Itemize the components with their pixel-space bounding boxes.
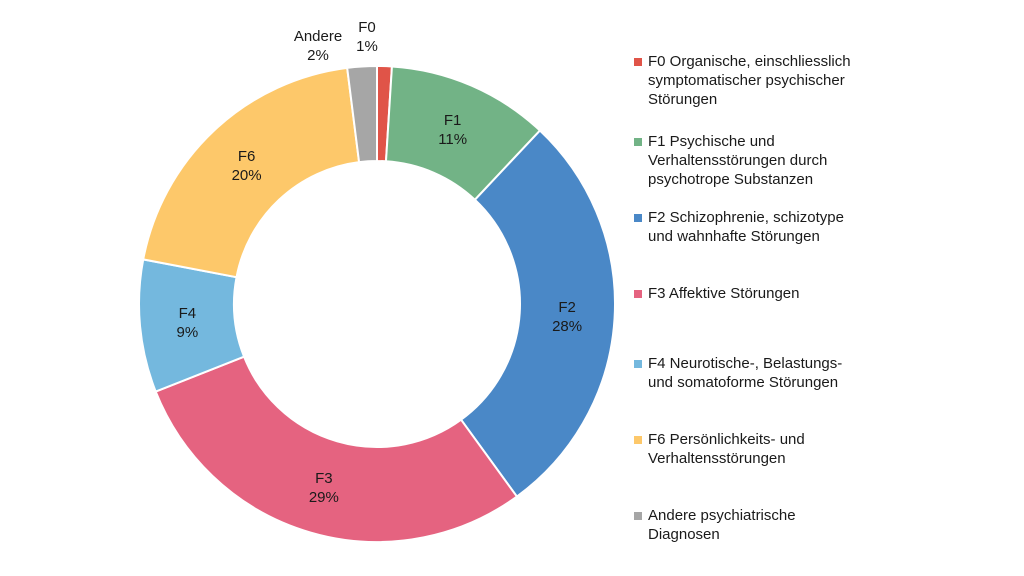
legend-swatch-f1: [634, 138, 642, 146]
donut-chart: F0 1% F1 11% F2 28% F3 29% F4 9% F6 20% Andere 2% F0 …: [0, 0, 1024, 576]
legend-swatch-f0: [634, 58, 642, 66]
legend-text-line: F3 Affektive Störungen: [648, 285, 800, 302]
legend-text-line: symptomatischer psychischer: [648, 72, 845, 89]
legend-text-line: und somatoforme Störungen: [648, 374, 838, 391]
legend-swatch-f6: [634, 436, 642, 444]
legend-text-line: F0 Organische, einschliesslich: [648, 53, 851, 70]
legend-text-line: Verhaltensstörungen: [648, 450, 786, 467]
legend-item-f0: F0 Organische, einschliesslich symptomati…: [634, 52, 894, 109]
slice-f3: [156, 357, 517, 542]
legend-text-line: Andere psychiatrische: [648, 507, 796, 524]
slice-label-andere: Andere 2%: [294, 28, 342, 64]
legend-text-line: F6 Persönlichkeits- und: [648, 431, 805, 448]
legend-swatch-andere: [634, 512, 642, 520]
slice-label-f0: F0 1%: [356, 19, 378, 55]
legend-swatch-f2: [634, 214, 642, 222]
legend-item-andere: Andere psychiatrische Diagnosen: [634, 506, 894, 544]
legend-text-line: F2 Schizophrenie, schizotype: [648, 209, 844, 226]
legend-text-line: F1 Psychische und: [648, 133, 775, 150]
legend-text-line: Störungen: [648, 91, 717, 108]
legend-swatch-f3: [634, 290, 642, 298]
legend-text-line: F4 Neurotische-, Belastungs-: [648, 355, 842, 372]
legend-item-f2: F2 Schizophrenie, schizotype und wahnhaft…: [634, 208, 894, 246]
legend-item-f1: F1 Psychische und Verhaltensstörungen dur…: [634, 132, 894, 189]
legend-text-line: Diagnosen: [648, 526, 720, 543]
legend-text-line: Verhaltensstörungen durch: [648, 152, 827, 169]
legend-item-f6: F6 Persönlichkeits- und Verhaltensstörung…: [634, 430, 894, 468]
legend-text-line: und wahnhafte Störungen: [648, 228, 820, 245]
legend-swatch-f4: [634, 360, 642, 368]
legend-item-f3: F3 Affektive Störungen: [634, 284, 894, 303]
legend-text-line: psychotrope Substanzen: [648, 171, 813, 188]
legend-item-f4: F4 Neurotische-, Belastungs-und somatofo…: [634, 354, 894, 392]
chart-legend: F0 Organische, einschliesslich symptomati…: [634, 52, 894, 544]
